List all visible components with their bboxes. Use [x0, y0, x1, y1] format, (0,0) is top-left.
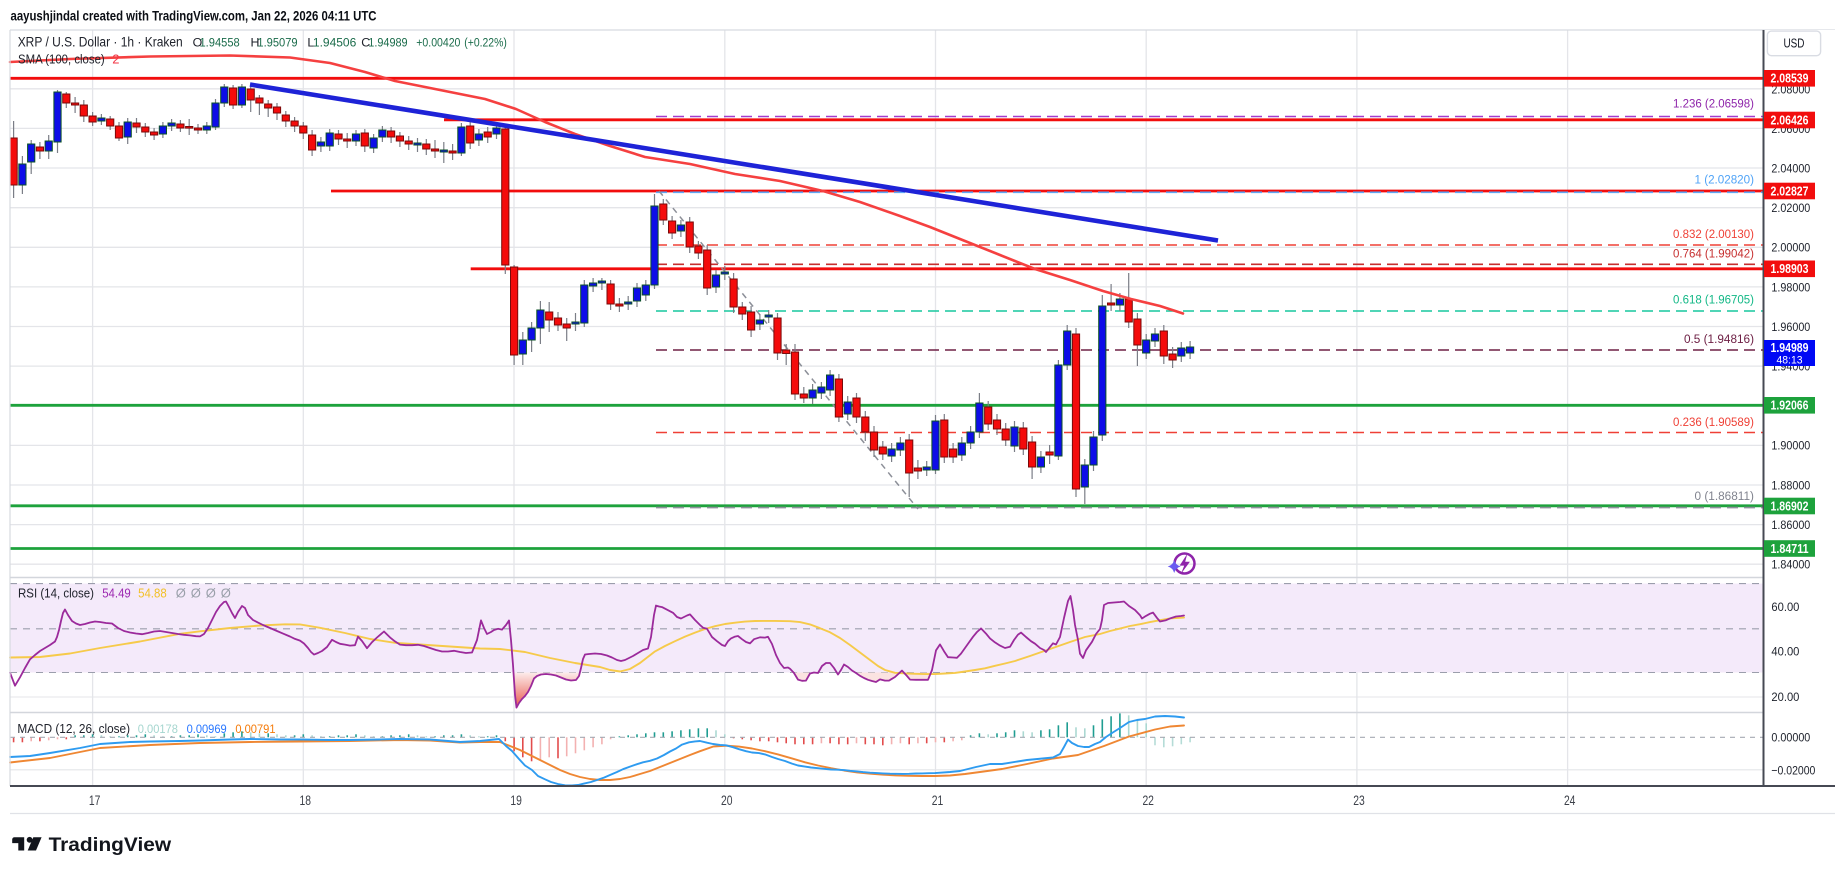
svg-text:1 (2.02820): 1 (2.02820)	[1695, 173, 1755, 187]
svg-text:23: 23	[1353, 793, 1365, 808]
svg-text:USD: USD	[1784, 36, 1805, 51]
svg-text:Ø: Ø	[176, 586, 186, 601]
svg-text:0.00969: 0.00969	[187, 722, 227, 736]
svg-text:2.08539: 2.08539	[1771, 72, 1809, 86]
svg-text:1.86000: 1.86000	[1771, 518, 1810, 532]
svg-text:0.832 (2.00130): 0.832 (2.00130)	[1673, 227, 1754, 241]
svg-text:aayushjindal created with Trad: aayushjindal created with TradingView.co…	[11, 9, 377, 25]
svg-text:17: 17	[89, 793, 101, 808]
svg-text:1.94506: 1.94506	[313, 35, 356, 49]
svg-text:0.5 (1.94816): 0.5 (1.94816)	[1684, 332, 1754, 346]
svg-text:60.00: 60.00	[1771, 600, 1799, 614]
svg-text:0.618 (1.96705): 0.618 (1.96705)	[1673, 293, 1754, 307]
svg-text:1.90000: 1.90000	[1771, 439, 1810, 453]
svg-text:1.96000: 1.96000	[1771, 320, 1810, 334]
svg-text:TradingView: TradingView	[49, 834, 172, 856]
svg-text:1.86902: 1.86902	[1771, 499, 1809, 513]
svg-text:1.92066: 1.92066	[1771, 399, 1809, 413]
svg-text:24: 24	[1564, 793, 1576, 808]
svg-text:1.236 (2.06598): 1.236 (2.06598)	[1673, 97, 1754, 111]
svg-text:RSI (14, close): RSI (14, close)	[18, 586, 94, 601]
svg-text:XRP / U.S. Dollar · 1h · Krake: XRP / U.S. Dollar · 1h · Kraken	[18, 34, 183, 49]
svg-text:0.00000: 0.00000	[1771, 731, 1810, 745]
svg-text:C: C	[361, 35, 370, 49]
svg-text:19: 19	[510, 793, 522, 808]
svg-text:−0.02000: −0.02000	[1771, 763, 1815, 777]
svg-text:0.764 (1.99042): 0.764 (1.99042)	[1673, 246, 1754, 260]
svg-text:1.88000: 1.88000	[1771, 478, 1810, 492]
svg-text:18: 18	[300, 793, 312, 808]
svg-text:48:13: 48:13	[1777, 355, 1803, 367]
svg-text:20.00: 20.00	[1771, 690, 1799, 704]
svg-text:22: 22	[1142, 793, 1154, 808]
svg-text:Ø: Ø	[191, 586, 201, 601]
svg-text:0.00791: 0.00791	[235, 722, 275, 736]
svg-text:40.00: 40.00	[1771, 644, 1799, 658]
svg-text:2.06426: 2.06426	[1771, 113, 1809, 127]
svg-text:L: L	[307, 35, 314, 49]
svg-text:H: H	[251, 35, 260, 49]
svg-text:1.94989: 1.94989	[1771, 341, 1809, 355]
svg-text:SMA (100, close): SMA (100, close)	[18, 51, 105, 66]
svg-text:21: 21	[932, 793, 944, 808]
svg-text:2.04000: 2.04000	[1771, 162, 1810, 176]
svg-text:1.94558: 1.94558	[200, 35, 240, 49]
svg-text:2.00000: 2.00000	[1771, 241, 1810, 255]
svg-text:Ø: Ø	[206, 586, 216, 601]
svg-text:Ø: Ø	[221, 586, 231, 601]
svg-text:54.49: 54.49	[102, 586, 131, 601]
svg-text:1.98903: 1.98903	[1771, 262, 1809, 276]
svg-text:O: O	[193, 35, 203, 49]
svg-text:0.236 (1.90589): 0.236 (1.90589)	[1673, 415, 1754, 429]
svg-text:0 (1.86811): 0 (1.86811)	[1695, 489, 1755, 503]
svg-text:1.95079: 1.95079	[257, 35, 297, 49]
svg-text:MACD (12, 26, close): MACD (12, 26, close)	[17, 721, 130, 736]
svg-text:(+0.22%): (+0.22%)	[464, 35, 507, 49]
svg-text:20: 20	[721, 793, 733, 808]
svg-text:1.98000: 1.98000	[1771, 280, 1810, 294]
svg-text:1.84711: 1.84711	[1771, 542, 1809, 556]
svg-text:1.94989: 1.94989	[368, 35, 407, 49]
svg-text:+0.00420: +0.00420	[416, 35, 460, 49]
svg-text:0.00178: 0.00178	[138, 722, 178, 736]
svg-text:2.02827: 2.02827	[1771, 184, 1809, 198]
svg-text:54.88: 54.88	[138, 586, 167, 601]
svg-text:2.02000: 2.02000	[1771, 201, 1810, 215]
svg-text:1.84000: 1.84000	[1771, 558, 1810, 572]
svg-text:2: 2	[112, 51, 119, 66]
